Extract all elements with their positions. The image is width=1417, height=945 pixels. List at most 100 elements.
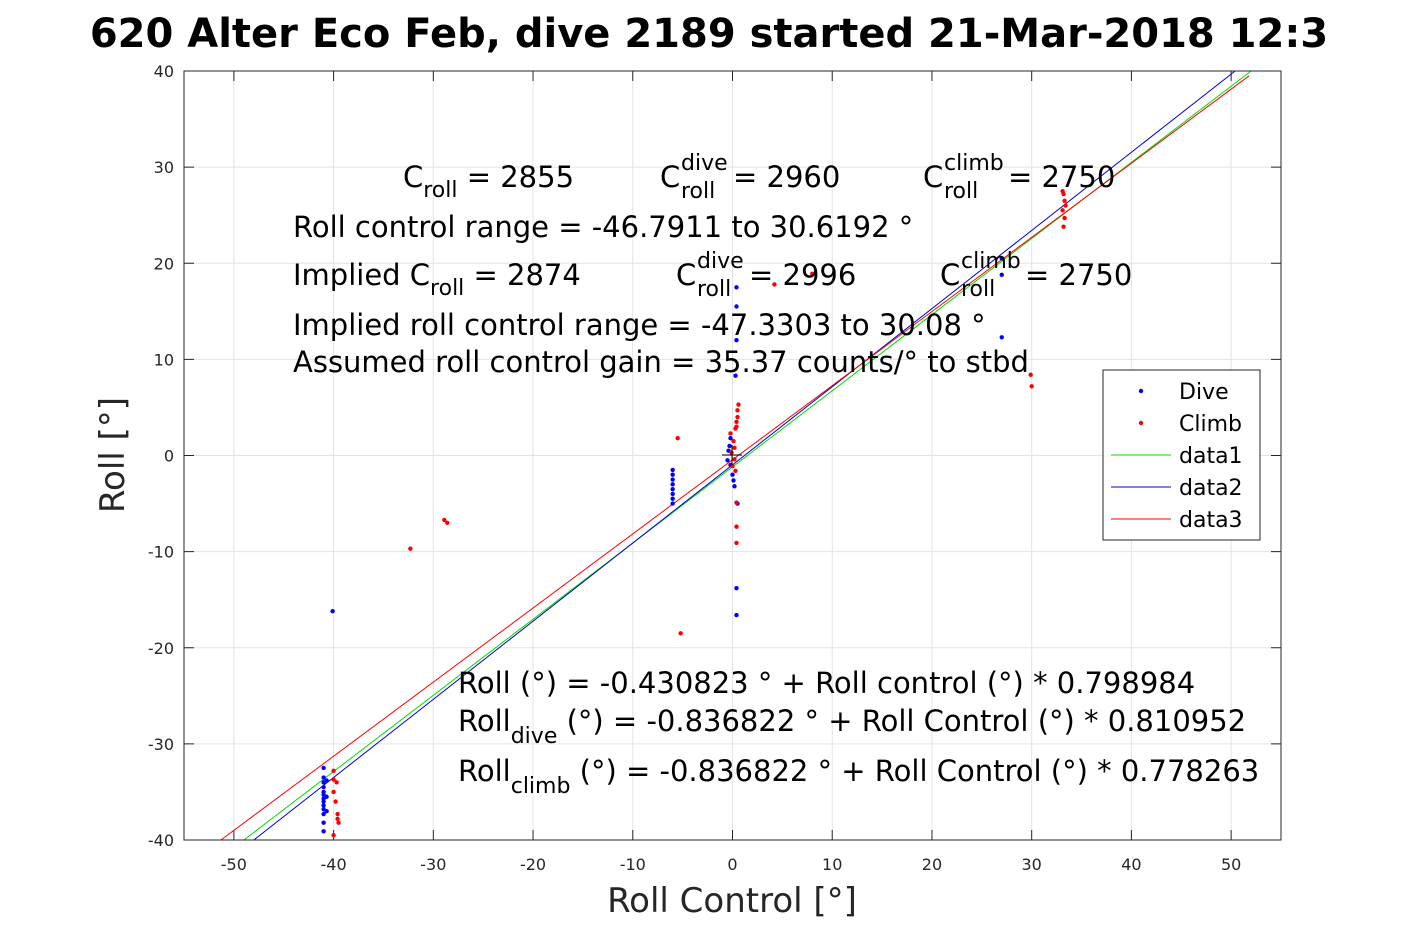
data-point-climb	[1060, 208, 1065, 213]
x-tick-label: -20	[520, 855, 546, 874]
annotation-implied-c-roll: Implied Croll = 2874	[293, 258, 581, 301]
data-point-dive	[670, 491, 675, 497]
data-point-climb	[334, 780, 339, 785]
data-point-climb	[734, 424, 739, 429]
data-point-dive	[734, 585, 739, 591]
legend-marker	[1138, 420, 1144, 426]
y-tick-label: 10	[154, 350, 174, 369]
x-tick-label: -50	[221, 855, 247, 874]
data-point-climb	[732, 445, 737, 451]
data-point-climb	[1061, 191, 1066, 197]
data-point-climb	[1062, 198, 1067, 203]
data-point-climb	[333, 799, 338, 804]
data-point-dive	[321, 775, 326, 780]
data-point-climb	[408, 546, 413, 551]
data-point-dive	[324, 808, 329, 814]
data-point-dive	[321, 829, 326, 834]
data-point-dive	[321, 820, 326, 825]
data-point-dive	[321, 803, 326, 808]
data-point-climb	[675, 435, 680, 441]
data-point-climb	[810, 271, 815, 277]
x-axis-label: Roll Control [°]	[607, 881, 857, 921]
data-point-dive	[670, 467, 675, 473]
data-point-dive	[321, 765, 326, 771]
origin-marker	[722, 445, 742, 465]
legend-label: Climb	[1179, 412, 1242, 437]
y-tick-label: -20	[148, 639, 174, 658]
data-point-climb	[736, 402, 741, 407]
annotation-c-roll-dive: C	[660, 160, 680, 194]
data-point-climb	[735, 414, 740, 420]
y-tick-label: 40	[154, 62, 174, 81]
data-point-climb	[1061, 224, 1066, 229]
data-point-climb	[731, 438, 736, 444]
annotation-c-roll-dive-value: = 2960	[733, 160, 840, 194]
x-tick-label: 10	[822, 855, 842, 874]
data-point-dive	[732, 484, 737, 489]
data-point-climb	[442, 517, 447, 523]
data-point-climb	[331, 832, 336, 838]
data-point-dive	[670, 472, 675, 477]
y-tick-label: 20	[154, 254, 174, 273]
data-point-dive	[734, 285, 739, 290]
data-point-climb	[335, 816, 340, 822]
data-point-dive	[670, 496, 675, 501]
annotation-c-roll-dive-sub: roll	[681, 179, 715, 204]
data-point-climb	[734, 419, 739, 425]
data-point-dive	[730, 472, 735, 477]
annotation-c-roll-climb: C	[923, 160, 943, 194]
data-point-dive	[324, 794, 329, 799]
data-point-dive	[670, 482, 675, 487]
legend: Dive Climb data1 data2 data3	[1102, 369, 1261, 541]
legend-marker	[1138, 388, 1144, 394]
annotation-range: Roll control range = -46.7911 to 30.6192…	[293, 210, 913, 244]
data-point-climb	[678, 631, 683, 636]
data-point-climb	[733, 468, 738, 474]
data-point-dive	[321, 784, 326, 790]
data-point-climb	[1063, 203, 1068, 208]
annotation-implied-c-roll-climb-sup: climb	[961, 249, 1021, 274]
data-point-dive	[999, 256, 1004, 261]
legend-label: Dive	[1179, 380, 1229, 405]
legend-label: data3	[1179, 508, 1243, 533]
x-tick-label: -30	[420, 855, 446, 874]
plot-frame	[183, 70, 1282, 841]
data-point-climb	[1028, 372, 1033, 377]
data-point-dive	[999, 272, 1004, 277]
annotation-fit-dive: Rolldive (°) = -0.836822 ° + Roll Contro…	[458, 704, 1246, 749]
y-tick-label: -30	[148, 735, 174, 754]
x-tick-label: -10	[620, 855, 646, 874]
data-point-dive	[324, 778, 329, 783]
legend-label: data1	[1179, 444, 1243, 469]
data-point-climb	[735, 408, 740, 413]
data-point-dive	[321, 799, 326, 804]
x-tick-label: 20	[922, 855, 942, 874]
annotation-fit: Roll (°) = -0.430823 ° + Roll control (°…	[458, 666, 1195, 700]
annotation-c-roll: Croll = 2855	[403, 160, 574, 203]
data-point-dive	[734, 612, 739, 618]
y-tick-label: -10	[148, 543, 174, 562]
data-point-dive	[670, 486, 675, 492]
data-point-climb	[335, 811, 340, 817]
x-tick-label: 40	[1121, 855, 1141, 874]
data-point-dive	[734, 337, 739, 343]
annotation-implied-c-roll-climb-value: = 2750	[1025, 258, 1132, 292]
data-series	[220, 70, 1252, 841]
data-point-climb	[772, 282, 777, 287]
y-tick-label: 0	[164, 447, 174, 466]
axis-ticks: -50 -40 -30 -20 -10 0 10 20 30 40 50 -40 -30 -20 -10 0 1…	[148, 62, 1281, 874]
x-tick-label: -40	[321, 855, 347, 874]
data-point-dive	[670, 501, 675, 506]
annotation-implied-c-roll-dive: C	[676, 258, 696, 292]
data-point-climb	[728, 431, 733, 436]
data-point-dive	[728, 435, 733, 441]
data-point-dive	[670, 477, 675, 482]
annotation-fit-climb: Rollclimb (°) = -0.836822 ° + Roll Contr…	[458, 754, 1259, 799]
data-point-climb	[734, 500, 739, 505]
annotation-implied-c-roll-dive-value: = 2996	[749, 258, 856, 292]
data-point-climb	[1029, 384, 1034, 389]
annotation-implied-c-roll-dive-sup: dive	[697, 249, 744, 274]
data-point-dive	[734, 304, 739, 309]
data-point-climb	[734, 524, 739, 529]
